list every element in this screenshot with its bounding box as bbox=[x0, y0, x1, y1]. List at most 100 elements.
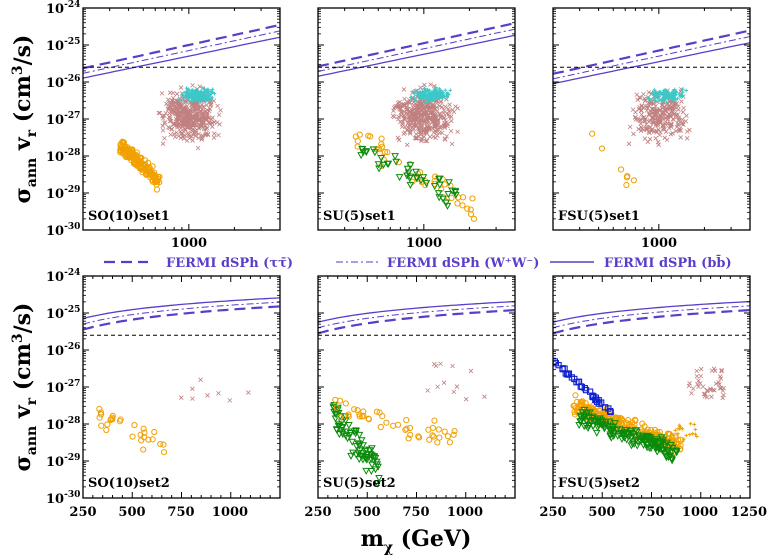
data-point bbox=[169, 127, 175, 132]
data-point bbox=[677, 442, 684, 449]
y-tick-label: 10-30 bbox=[46, 490, 80, 507]
data-point bbox=[352, 427, 360, 435]
data-point bbox=[602, 418, 610, 426]
data-point bbox=[401, 87, 407, 92]
data-point bbox=[647, 426, 655, 434]
data-point bbox=[423, 138, 429, 144]
data-point bbox=[438, 361, 443, 367]
data-point bbox=[657, 108, 663, 113]
data-point bbox=[450, 431, 457, 438]
data-point bbox=[194, 87, 199, 92]
data-point bbox=[413, 116, 419, 121]
data-point bbox=[636, 434, 645, 442]
data-point bbox=[638, 121, 644, 126]
data-point bbox=[553, 358, 558, 365]
data-point bbox=[168, 132, 173, 137]
data-point bbox=[432, 361, 437, 367]
data-point bbox=[399, 109, 405, 115]
data-point bbox=[647, 445, 655, 453]
data-point bbox=[375, 474, 383, 483]
data-point bbox=[422, 106, 427, 111]
data-point bbox=[371, 149, 379, 157]
data-point bbox=[436, 92, 440, 97]
data-point bbox=[333, 404, 340, 411]
data-point bbox=[433, 93, 438, 98]
data-point bbox=[663, 449, 672, 457]
data-point bbox=[166, 124, 171, 130]
data-point bbox=[579, 398, 586, 405]
data-point bbox=[201, 114, 206, 120]
data-point bbox=[418, 92, 423, 97]
data-point bbox=[191, 116, 196, 121]
data-point bbox=[432, 128, 438, 134]
data-point bbox=[434, 190, 443, 198]
data-point bbox=[187, 99, 191, 104]
data-point bbox=[208, 92, 212, 97]
data-point bbox=[446, 92, 451, 97]
data-point bbox=[665, 107, 670, 112]
data-point bbox=[411, 89, 415, 94]
data-point bbox=[365, 447, 374, 455]
y-tick-label: 10-24 bbox=[46, 268, 80, 285]
x-tick-label: 250 bbox=[539, 505, 566, 520]
data-point bbox=[432, 120, 437, 126]
data-point bbox=[216, 132, 221, 138]
x-tick-label: 750 bbox=[167, 505, 194, 520]
data-point bbox=[160, 141, 166, 146]
data-point bbox=[616, 426, 624, 434]
data-point bbox=[175, 125, 180, 130]
data-point bbox=[375, 165, 383, 173]
data-point bbox=[439, 130, 445, 136]
data-point bbox=[653, 90, 657, 95]
data-point bbox=[598, 145, 606, 152]
data-point bbox=[468, 368, 474, 374]
data-point bbox=[684, 129, 690, 134]
data-point bbox=[181, 95, 186, 100]
data-point bbox=[205, 132, 211, 138]
data-point bbox=[439, 195, 447, 203]
data-point bbox=[642, 136, 648, 141]
data-point bbox=[649, 129, 654, 134]
data-point bbox=[153, 186, 161, 193]
data-point bbox=[656, 119, 662, 124]
data-point bbox=[664, 137, 670, 143]
data-point bbox=[407, 431, 414, 438]
data-point bbox=[589, 413, 597, 421]
data-point bbox=[356, 413, 363, 420]
data-point bbox=[345, 422, 353, 430]
data-point bbox=[208, 96, 212, 101]
data-point bbox=[190, 386, 195, 392]
data-point bbox=[684, 113, 689, 118]
data-point bbox=[445, 179, 453, 187]
data-point bbox=[717, 386, 723, 391]
data-point bbox=[713, 381, 719, 386]
data-point bbox=[646, 90, 652, 95]
data-point bbox=[467, 206, 474, 213]
data-point bbox=[210, 90, 215, 95]
data-point bbox=[652, 430, 659, 437]
data-point bbox=[651, 96, 656, 100]
data-point bbox=[665, 91, 670, 96]
data-point bbox=[580, 412, 588, 420]
data-point bbox=[416, 103, 421, 108]
data-point bbox=[421, 127, 427, 132]
data-point bbox=[657, 99, 661, 103]
data-point bbox=[662, 88, 666, 93]
data-point bbox=[140, 446, 147, 453]
data-point bbox=[190, 138, 195, 143]
data-point bbox=[695, 381, 700, 387]
data-point bbox=[160, 128, 166, 133]
data-point bbox=[678, 93, 683, 98]
data-point bbox=[662, 454, 671, 462]
data-point bbox=[404, 101, 409, 107]
data-point bbox=[705, 388, 710, 393]
data-point bbox=[692, 422, 697, 427]
data-point bbox=[688, 432, 692, 437]
data-point bbox=[630, 440, 638, 448]
data-point bbox=[405, 111, 410, 116]
data-point bbox=[470, 215, 478, 222]
x-tick-label: 500 bbox=[588, 505, 615, 520]
data-point bbox=[152, 178, 159, 186]
data-point bbox=[196, 95, 200, 100]
data-point bbox=[368, 461, 376, 469]
